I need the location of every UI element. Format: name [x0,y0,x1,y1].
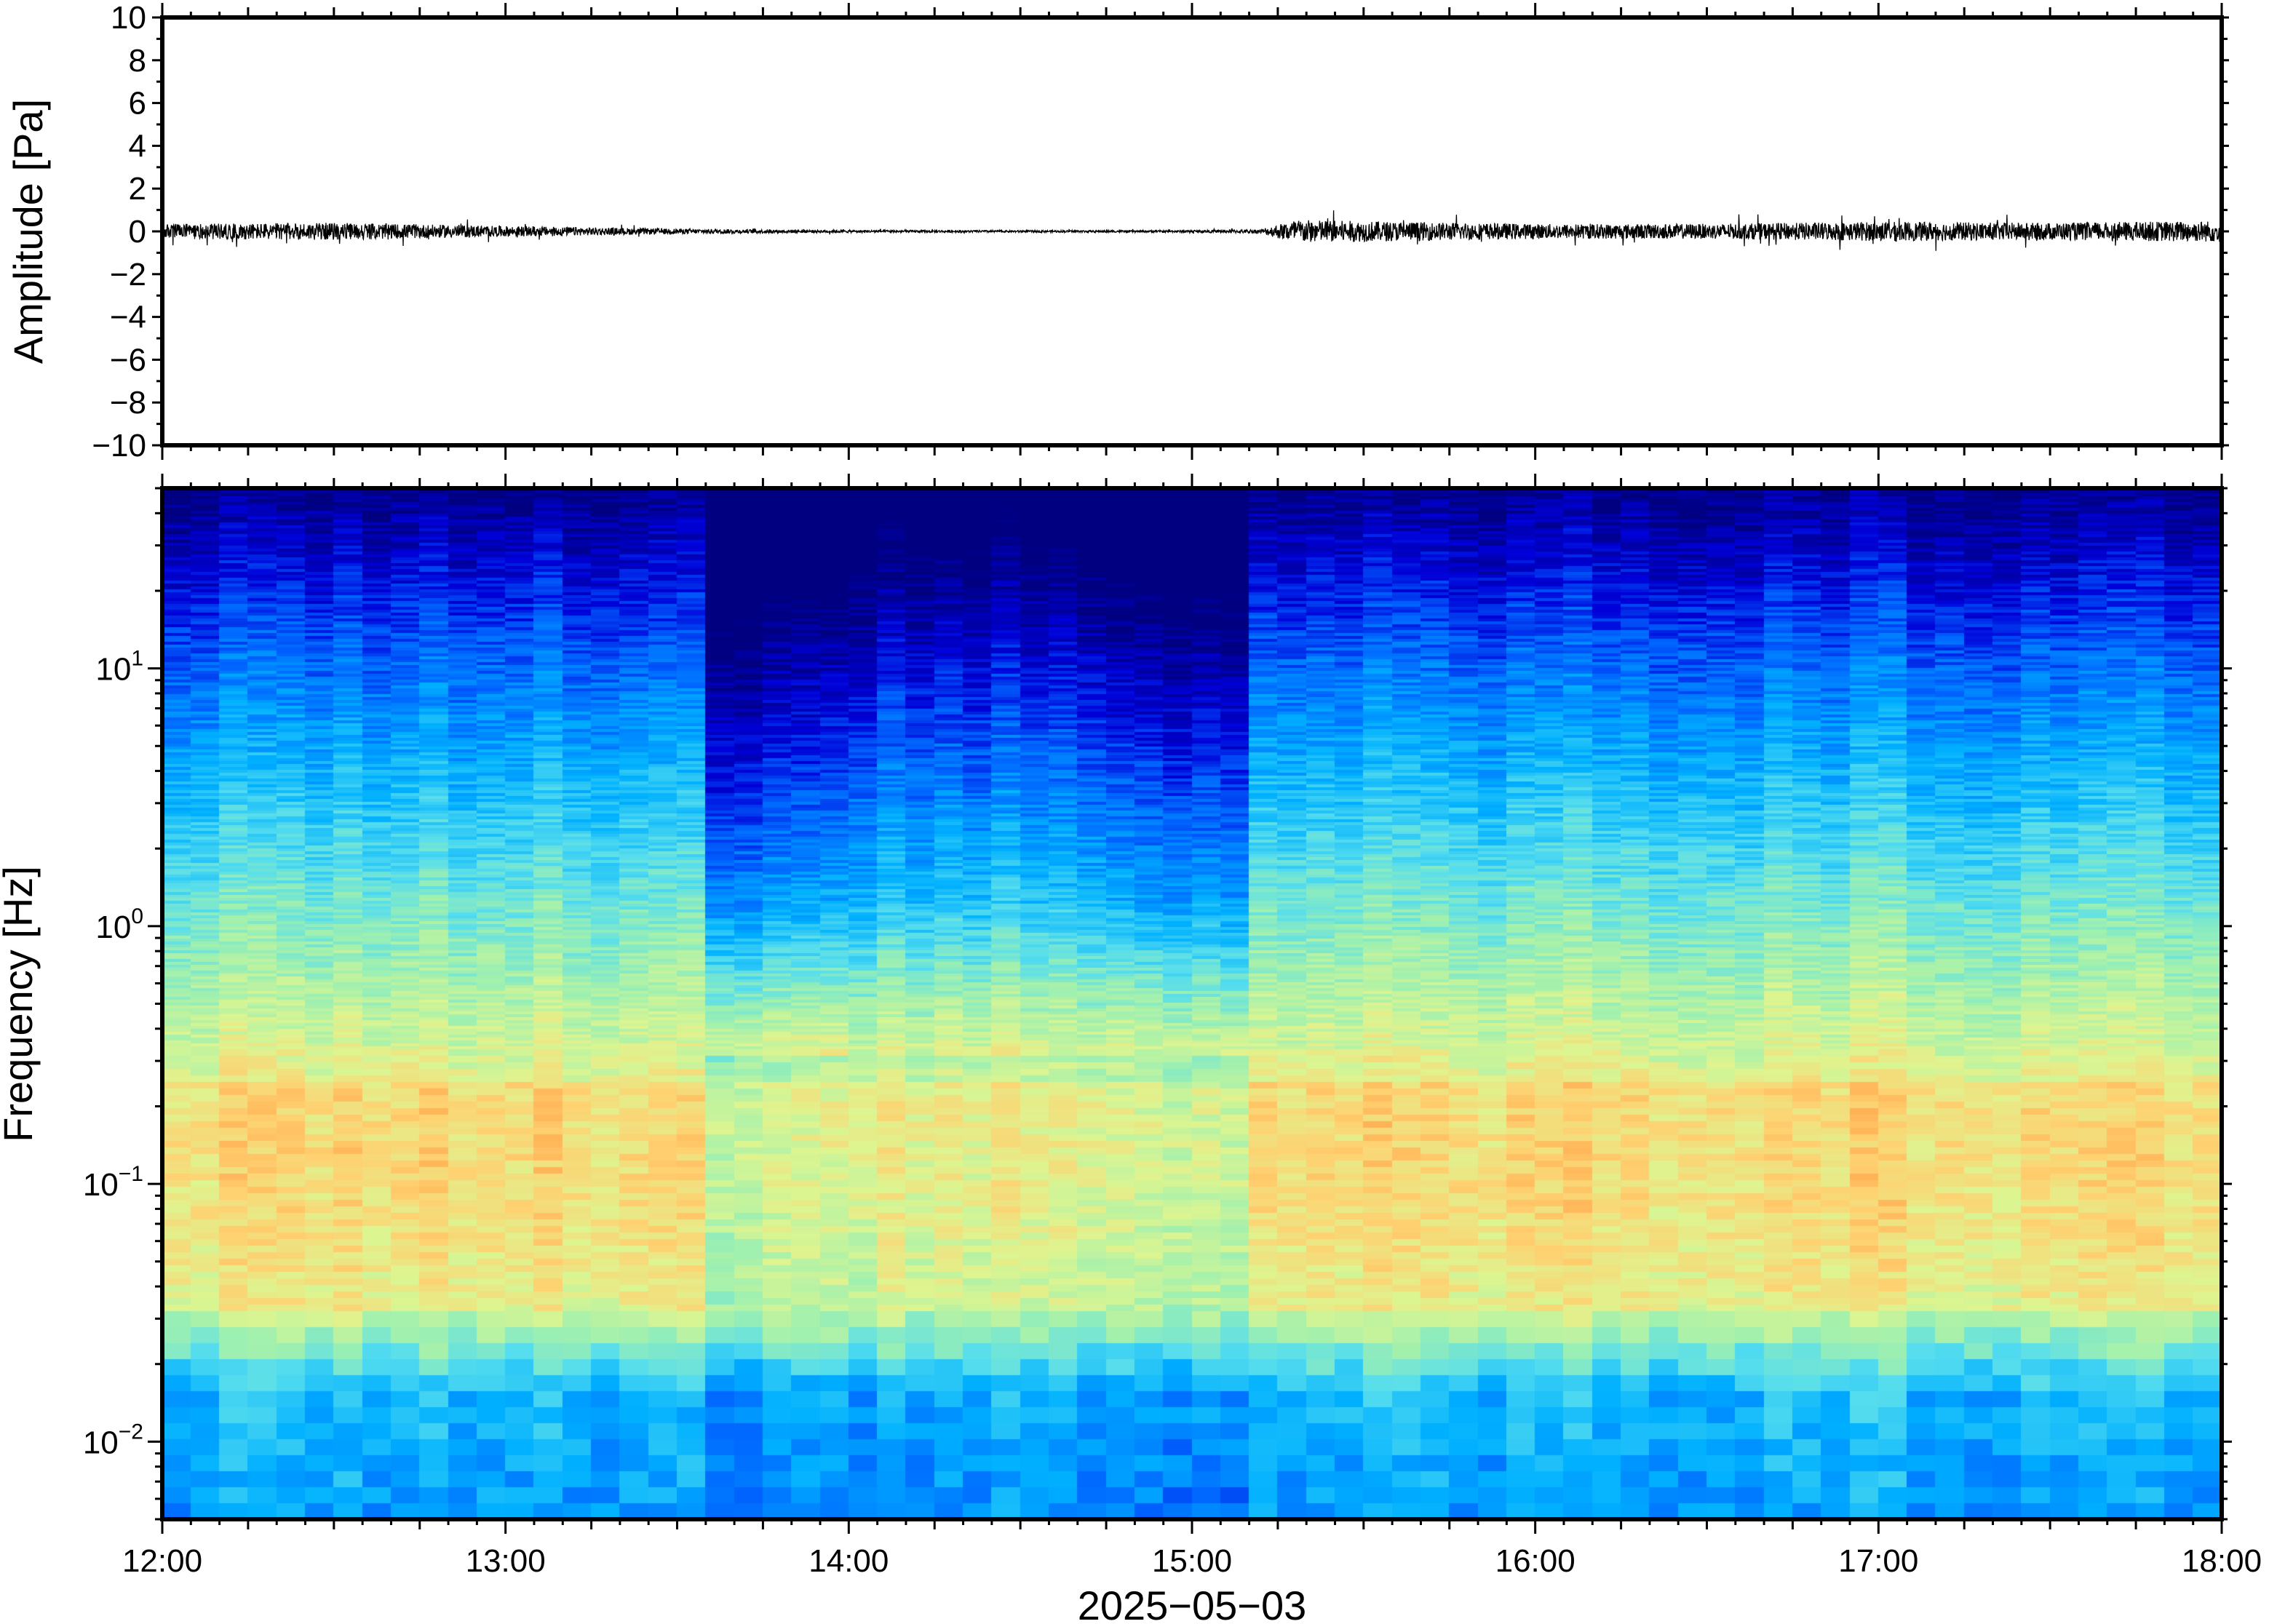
spectrogram-x-tick-label: 13:00 [466,1543,546,1579]
waveform-y-tick-label: −10 [92,428,146,463]
waveform-y-axis: 10 8 6 4 2 0 −2 −4 −6 −8 −10 [92,0,2229,463]
waveform-y-tick-label: 8 [129,43,146,79]
spectrogram-x-tick-label: 15:00 [1152,1543,1232,1579]
waveform-y-tick-label: 10 [111,0,146,36]
date-axis-title: 2025−05−03 [1078,1583,1307,1624]
spectrogram-panel: 101 100 10−1 10−2 12:00 13:00 14:00 15:00 16:00… [0,474,2262,1624]
waveform-y-tick-label: 4 [129,128,146,164]
spectrogram-y-tick-label: 101 [95,647,143,688]
waveform-y-axis-title: Amplitude [Pa] [5,99,51,364]
spectrogram-x-tick-label: 14:00 [808,1543,889,1579]
spectrogram-x-tick-label: 16:00 [1495,1543,1575,1579]
spectrogram-y-axis-title: Frequency [Hz] [0,866,41,1142]
spectrogram-y-tick-label: 100 [95,904,143,945]
waveform-y-tick-label: −8 [110,385,146,421]
waveform-frame [160,15,2224,447]
spectrogram-x-tick-label: 18:00 [2182,1543,2262,1579]
waveform-y-tick-label: −6 [110,342,146,378]
spectrogram-image-holder [162,488,2222,1519]
waveform-y-tick-label: −2 [110,257,146,292]
spectrogram-heatmap [162,488,2222,1519]
spectrogram-x-tick-label: 17:00 [1838,1543,1918,1579]
waveform-y-tick-label: 6 [129,86,146,122]
waveform-y-tick-label: 0 [129,214,146,250]
waveform-trace [162,210,2222,251]
waveform-y-tick-label: 2 [129,171,146,207]
waveform-y-tick-label: −4 [110,300,146,335]
waveform-panel: 10 8 6 4 2 0 −2 −4 −6 −8 −10 Amplitude [Pa] [5,0,2229,463]
spectrogram-x-tick-label: 12:00 [122,1543,202,1579]
waveform-line [162,210,2222,251]
spectrogram-y-tick-label: 10−2 [83,1420,143,1460]
spectrogram-frame [160,486,2224,1521]
spectrogram-y-tick-label: 10−1 [83,1162,143,1203]
